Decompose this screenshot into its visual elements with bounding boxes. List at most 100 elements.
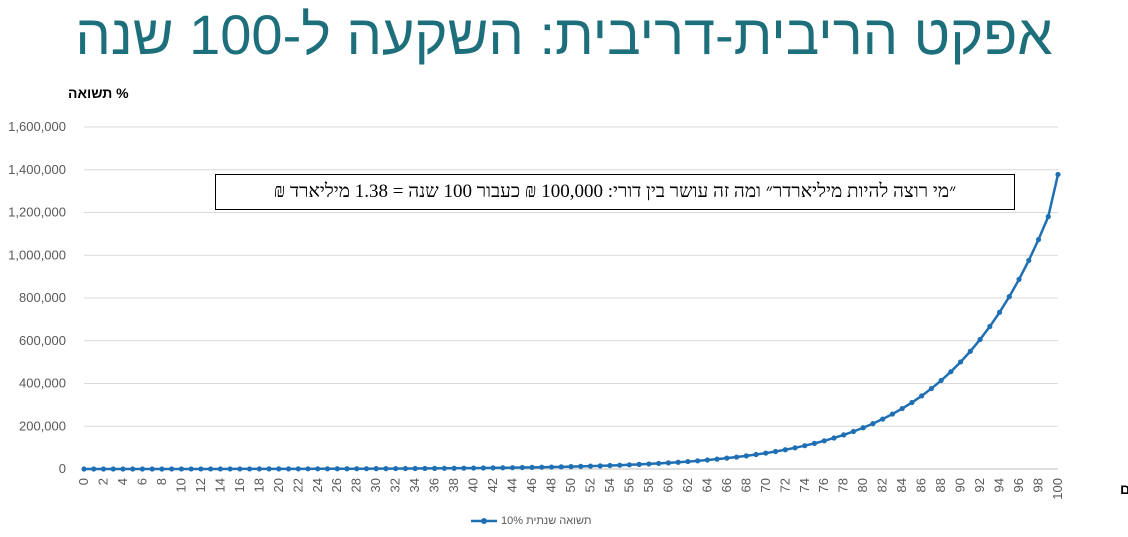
x-tick-label: 6: [134, 478, 149, 485]
data-point: [704, 457, 710, 463]
data-point: [490, 465, 496, 471]
x-tick-label: 18: [251, 478, 266, 492]
x-tick-label: 96: [1011, 478, 1026, 492]
y-axis-ticks: 0 200,000 400,000 600,000 800,000 1,000,000 1,…: [8, 119, 66, 476]
legend-swatch: [471, 518, 497, 524]
annotation-box: ״מי רוצה להיות מיליארדר״ ומה זה עושר בין…: [215, 174, 1015, 210]
data-point: [519, 464, 525, 471]
data-point: [909, 399, 915, 406]
data-point: [850, 428, 857, 435]
x-tick-label: 32: [388, 478, 403, 492]
data-point: [617, 462, 623, 468]
data-point: [315, 466, 321, 472]
x-tick-label: 4: [115, 478, 130, 485]
data-point: [139, 466, 146, 472]
data-point: [393, 465, 399, 472]
x-tick-label: 34: [407, 478, 422, 492]
series-line: [84, 174, 1060, 471]
data-point: [217, 466, 223, 472]
data-point: [987, 323, 993, 330]
x-tick-label: 68: [738, 478, 753, 492]
data-point: [811, 440, 818, 446]
data-point: [1055, 171, 1061, 178]
data-point: [802, 443, 808, 449]
x-tick-label: 86: [914, 478, 929, 492]
data-point: [451, 465, 457, 471]
data-point: [743, 453, 749, 459]
data-point: [733, 454, 740, 460]
data-point: [441, 465, 447, 471]
x-tick-label: 48: [544, 478, 559, 492]
y-axis-label: % תשואה: [68, 85, 129, 101]
data-point: [471, 465, 477, 471]
data-point: [996, 309, 1003, 315]
data-point: [412, 465, 418, 472]
data-point: [266, 466, 272, 472]
x-tick-label: 100: [1050, 478, 1065, 500]
x-tick-label: 50: [563, 478, 578, 492]
y-tick-label: 1,200,000: [8, 205, 66, 220]
x-tick-label: 78: [836, 478, 851, 492]
data-point: [763, 450, 769, 456]
legend-label: תשואה שנתית 10%: [501, 515, 592, 527]
x-tick-label: 10: [173, 478, 188, 492]
series-group: [81, 171, 1061, 472]
data-point: [977, 336, 983, 343]
data-point: [130, 466, 136, 472]
data-point: [402, 465, 409, 472]
gridlines: [84, 126, 1058, 427]
data-point: [558, 464, 564, 470]
data-point: [363, 466, 370, 472]
data-point: [1026, 257, 1032, 264]
x-tick-label: 52: [582, 478, 597, 492]
data-point: [169, 466, 175, 472]
x-tick-label: 66: [719, 478, 734, 492]
data-point: [432, 465, 438, 471]
data-point: [646, 461, 652, 467]
data-point: [607, 462, 613, 469]
data-point: [899, 405, 905, 412]
x-tick-label: 60: [660, 478, 675, 492]
data-point: [958, 359, 964, 365]
data-point: [1016, 276, 1022, 282]
x-tick-label: 42: [485, 478, 500, 492]
x-tick-label: 36: [427, 478, 442, 492]
data-point: [587, 463, 594, 469]
data-point: [772, 448, 779, 455]
data-point: [276, 466, 282, 472]
data-point: [548, 464, 555, 470]
data-point: [373, 466, 379, 472]
x-tick-label: 24: [310, 478, 325, 492]
data-point: [928, 385, 934, 392]
data-point: [685, 458, 691, 465]
x-tick-label: 98: [1031, 478, 1046, 492]
x-tick-label: 14: [212, 478, 227, 492]
data-point: [208, 466, 214, 472]
data-point: [675, 459, 681, 465]
x-tick-label: 8: [154, 478, 169, 485]
data-point: [81, 466, 87, 472]
x-tick-label: 82: [875, 478, 890, 492]
data-point: [636, 461, 642, 467]
data-point: [529, 464, 535, 470]
x-tick-label: 56: [621, 478, 636, 492]
x-tick-label: 30: [368, 478, 383, 492]
y-tick-label: 1,000,000: [8, 247, 66, 262]
x-tick-label: 84: [894, 478, 909, 492]
y-tick-label: 1,600,000: [8, 119, 66, 134]
data-point: [237, 466, 243, 472]
x-tick-label: 72: [777, 478, 792, 492]
x-tick-label: 22: [290, 478, 305, 492]
chart-title: אפקט הריבית-דריבית: השקעה ל-100 שנה: [75, 3, 1053, 66]
data-point: [227, 466, 233, 472]
x-tick-label: 38: [446, 478, 461, 492]
x-tick-label: 46: [524, 478, 539, 492]
data-point: [724, 455, 730, 461]
data-point: [919, 393, 925, 399]
data-point: [656, 460, 662, 467]
data-point: [792, 445, 798, 451]
data-point: [256, 466, 262, 472]
data-point: [295, 466, 301, 472]
legend: תשואה שנתית 10%: [470, 514, 670, 534]
x-tick-label: 40: [466, 478, 481, 492]
